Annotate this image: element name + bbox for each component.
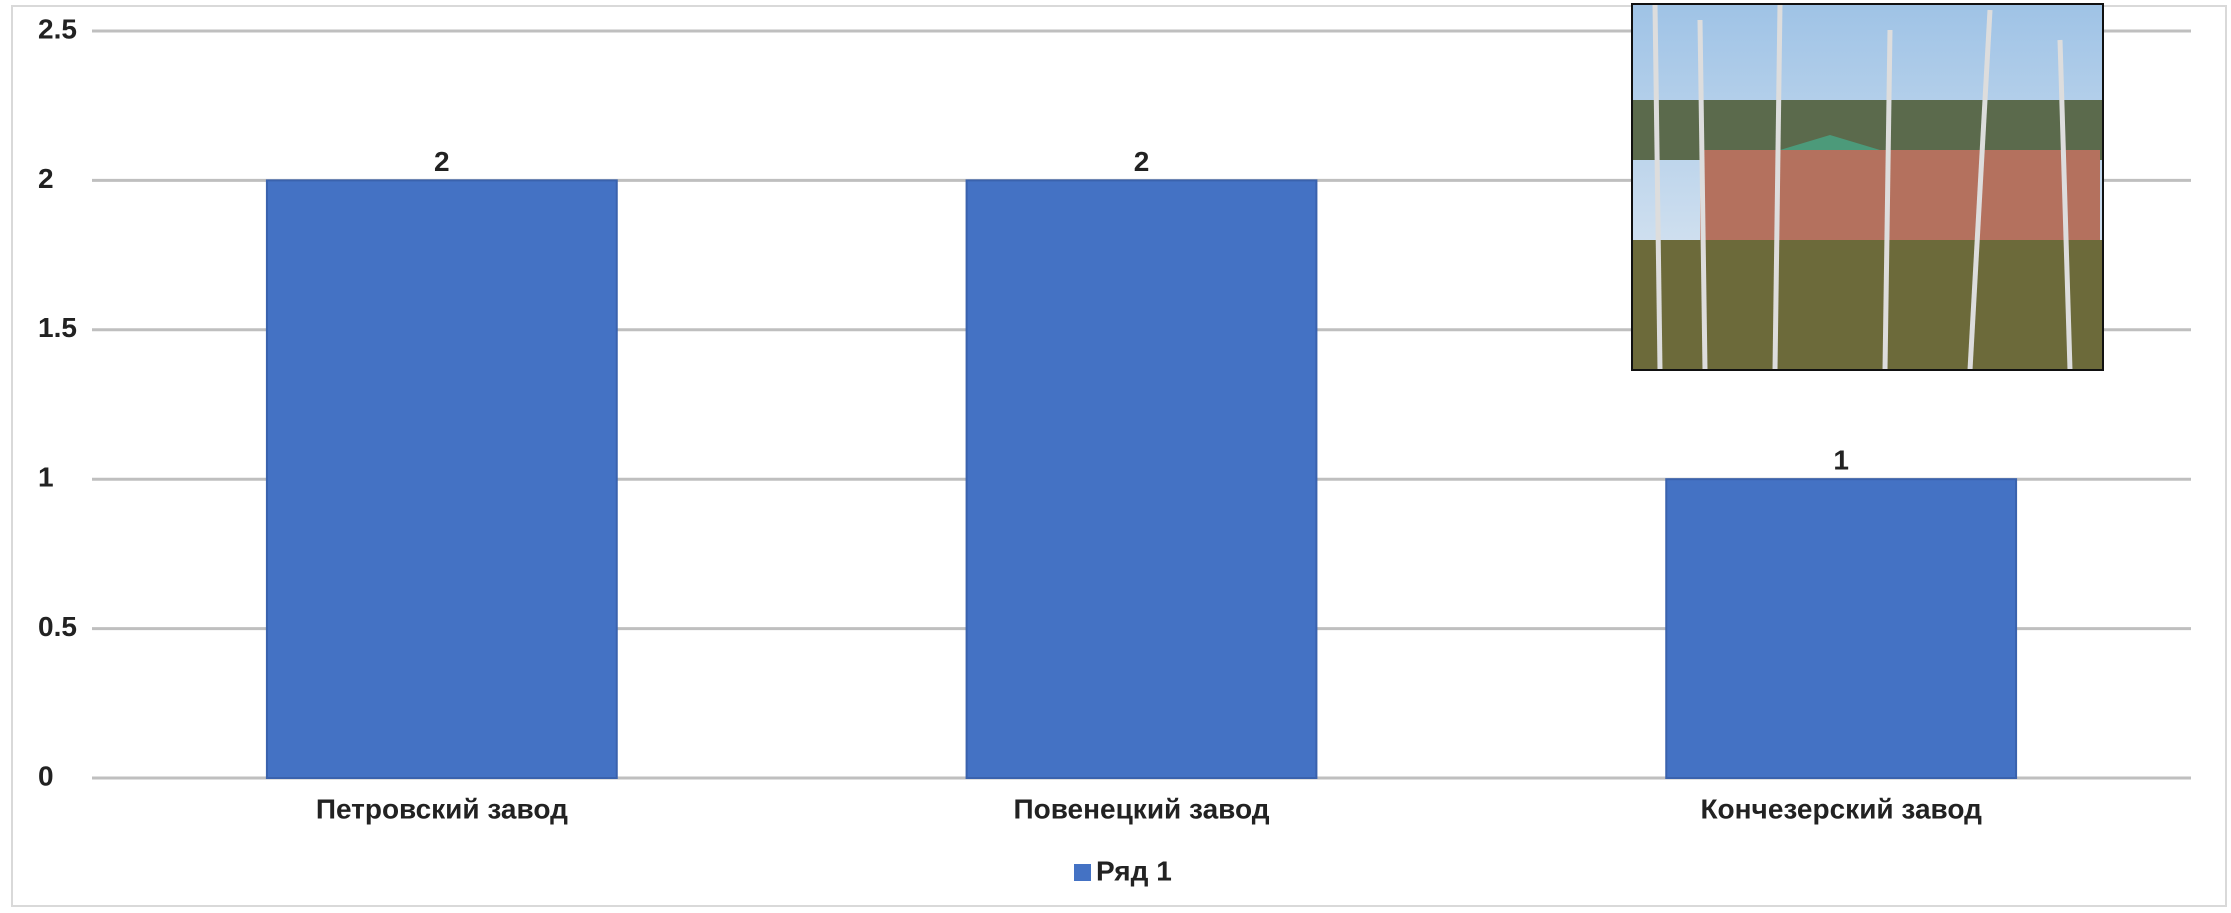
x-tick-label: Кончезерский завод [1700,793,1982,824]
photo [1631,3,2104,371]
y-tick-label: 1 [38,462,54,493]
bar [1665,478,2018,779]
bar [965,179,1318,779]
x-tick-label: Петровский завод [316,793,568,824]
legend-swatch [1074,864,1091,881]
data-label: 2 [434,146,450,177]
y-tick-label: 2.5 [38,13,77,44]
y-tick-label: 2 [38,163,54,194]
y-tick-label: 0 [38,760,54,791]
data-label: 1 [1833,445,1849,476]
y-tick-label: 1.5 [38,312,77,343]
plot-area: 0 0.5 1 1.5 2 2.5 Петровский завод Повенецкий з… [38,13,2191,886]
data-label: 2 [1134,146,1150,177]
bar [265,179,618,779]
y-tick-label: 0.5 [38,611,77,642]
x-tick-label: Повенецкий завод [1013,793,1269,824]
legend-label: Ряд 1 [1096,855,1172,886]
